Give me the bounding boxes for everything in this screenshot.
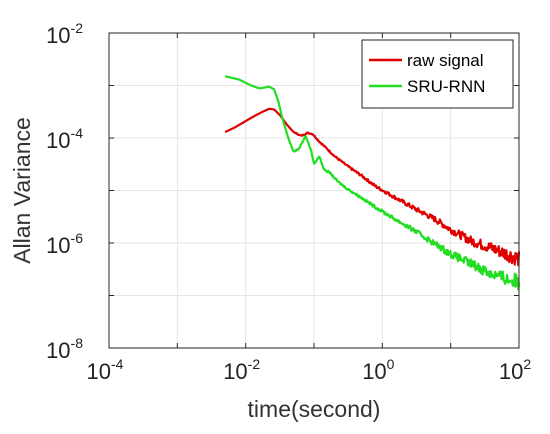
legend-box [361,39,514,109]
tick-labels: 10-4 10-2 100 102 10-8 10-6 10-4 10-2 [46,20,531,384]
x-tick-label: 102 [499,356,531,384]
y-tick-label: 10-8 [46,335,83,363]
x-tick-label: 10-2 [223,356,260,384]
y-tick-label: 10-6 [46,230,83,258]
series-line-sru-rnn [224,75,521,291]
legend-label-raw-signal: raw signal [407,51,484,70]
series-layer [224,75,521,291]
x-tick-label: 100 [362,356,394,384]
ticks [108,32,520,349]
y-tick-label: 10-2 [46,20,83,48]
legend-label-sru-rnn: SRU-RNN [407,77,485,96]
legend: raw signal SRU-RNN [361,39,514,109]
x-tick-label: 10-4 [87,356,124,384]
series-line-raw-signal [224,107,521,267]
x-axis-title: time(second) [248,396,381,422]
y-axis-title: Allan Variance [9,117,35,264]
y-tick-label: 10-4 [46,125,83,153]
